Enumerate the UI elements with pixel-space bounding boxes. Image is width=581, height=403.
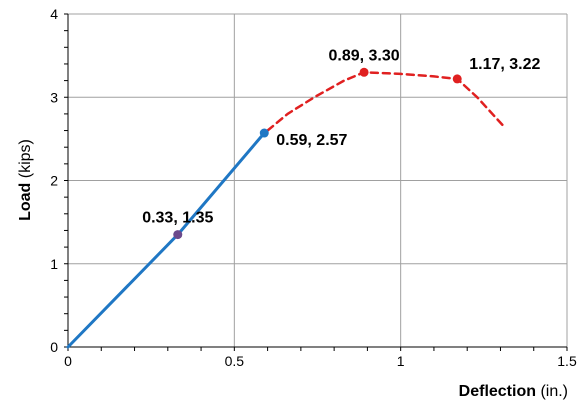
y-tick-label: 2: [50, 173, 58, 189]
data-point-marker: [173, 230, 183, 240]
x-tick-label: 1.5: [557, 353, 577, 369]
series-group: [66, 71, 506, 349]
y-axis-label: Load (kips): [17, 139, 34, 221]
data-point-marker: [259, 128, 269, 138]
x-axis-label: Deflection (in.): [459, 383, 568, 400]
markers-group: [173, 67, 462, 240]
x-tick-label: 0: [64, 353, 72, 369]
data-point-marker: [452, 74, 462, 84]
x-tick-label: 1: [397, 353, 405, 369]
solid-series-line: [66, 131, 266, 349]
tick-labels: 0 0.5 1 1.5 0 1 2 3 4: [50, 6, 577, 369]
x-tick-label: 0.5: [225, 353, 245, 369]
y-tick-label: 1: [50, 256, 58, 272]
y-tick-label: 0: [50, 339, 58, 355]
axes: [64, 13, 568, 351]
dashed-series-line: [266, 71, 506, 132]
y-tick-label: 3: [50, 89, 58, 105]
data-label: 0.89, 3.30: [328, 47, 399, 64]
data-point-marker: [359, 67, 369, 77]
data-label: 0.33, 1.35: [142, 210, 213, 227]
data-label: 1.17, 3.22: [469, 56, 540, 73]
data-label: 0.59, 2.57: [276, 132, 347, 149]
y-tick-label: 4: [50, 6, 58, 22]
annotations-group: 0.33, 1.35 0.59, 2.57 0.89, 3.30 1.17, 3.22: [142, 47, 540, 226]
